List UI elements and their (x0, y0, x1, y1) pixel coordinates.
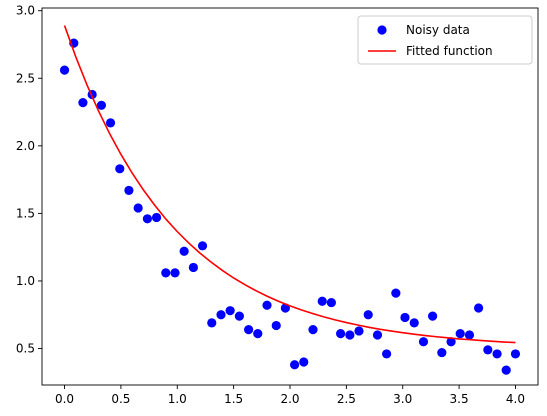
data-point (207, 318, 217, 328)
legend-box (357, 15, 533, 65)
data-point (483, 345, 493, 355)
data-point (271, 320, 281, 331)
data-point (299, 357, 309, 367)
data-point (501, 365, 511, 375)
data-point (455, 329, 465, 339)
data-point (179, 246, 189, 256)
data-point (78, 97, 88, 108)
axes: 0.0 0.5 1.0 1.5 2.0 2.5 3.0 3.5 4.0 0.5 1.0 1.5 2.0 2… (16, 4, 539, 406)
data-point (308, 325, 318, 335)
data-point (354, 326, 364, 336)
data-point (326, 297, 336, 308)
data-point (216, 310, 226, 320)
legend-marker-swatch (377, 25, 387, 35)
y-tick-label: 3.0 (16, 4, 35, 18)
data-point (96, 100, 107, 110)
data-point (197, 241, 208, 251)
x-tick-label: 1.5 (224, 392, 243, 406)
data-point (363, 310, 373, 320)
plot-marks (59, 25, 521, 375)
data-point (234, 311, 244, 321)
data-point (317, 296, 327, 306)
x-tick-label: 0.0 (55, 392, 74, 406)
data-point (225, 306, 235, 316)
data-point (510, 349, 521, 359)
data-point (446, 337, 456, 347)
x-tick-label: 4.0 (506, 392, 525, 406)
y-tick-label: 1.0 (16, 274, 35, 288)
data-point (151, 212, 162, 223)
x-tick-label: 0.5 (111, 392, 130, 406)
data-point (133, 203, 143, 213)
y-tick-label: 2.5 (16, 71, 35, 85)
data-point (253, 329, 263, 339)
data-point (391, 288, 401, 298)
data-point (428, 311, 438, 321)
data-point (400, 312, 410, 323)
data-point (409, 318, 419, 328)
legend: Noisy data Fitted function (357, 15, 533, 65)
data-point (161, 268, 171, 278)
data-point (188, 262, 198, 273)
data-point (290, 360, 300, 370)
data-point (345, 330, 355, 340)
x-tick-label: 3.0 (393, 392, 412, 406)
x-tick-label: 3.5 (450, 392, 469, 406)
data-point (473, 303, 484, 313)
data-point (492, 349, 502, 359)
data-point (262, 300, 272, 310)
data-point (418, 337, 429, 347)
data-point (336, 329, 346, 339)
data-point (382, 349, 392, 359)
data-point (142, 214, 152, 224)
data-point (464, 330, 475, 340)
data-point (437, 347, 447, 358)
plot-frame (41, 7, 539, 386)
data-point (124, 185, 134, 196)
data-point (105, 118, 116, 128)
fitted-function-line (63, 25, 516, 344)
data-point (244, 325, 254, 335)
x-tick-label: 1.0 (168, 392, 187, 406)
data-point (372, 330, 383, 340)
y-tick-label: 1.5 (16, 206, 35, 220)
data-point (170, 268, 180, 278)
legend-entry-label: Fitted function (406, 44, 493, 58)
y-tick-label: 0.5 (16, 342, 35, 356)
data-point (115, 164, 125, 174)
y-tick-label: 2.0 (16, 139, 35, 153)
data-point (59, 65, 70, 75)
x-tick-label: 2.0 (280, 392, 299, 406)
x-tick-label: 2.5 (337, 392, 356, 406)
legend-entry-label: Noisy data (406, 23, 470, 37)
